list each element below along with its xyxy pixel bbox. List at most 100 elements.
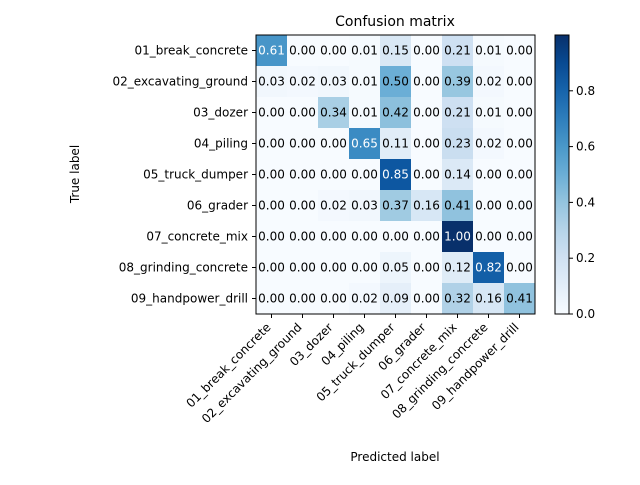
heatmap-cell	[380, 190, 411, 221]
y-tick-label: 02_excavating_ground	[113, 75, 248, 89]
cell-value-label: 0.00	[413, 168, 440, 182]
cell-value-label: 0.00	[289, 137, 316, 151]
colorbar-tick-label: 0.6	[576, 140, 595, 154]
heatmap-cell	[349, 159, 380, 190]
cell-value-label: 0.00	[258, 199, 285, 213]
heatmap-cell	[287, 159, 318, 190]
cell-value-label: 0.00	[506, 230, 533, 244]
cell-value-label: 0.02	[475, 75, 502, 89]
heatmap-cell	[473, 128, 504, 159]
cell-value-label: 0.16	[475, 292, 502, 306]
heatmap-cell	[411, 97, 442, 128]
cell-value-label: 0.21	[444, 106, 471, 120]
heatmap-cell	[349, 97, 380, 128]
heatmap-cell	[349, 252, 380, 283]
x-axis-ticks: 01_break_concrete02_excavating_ground03_…	[183, 314, 522, 426]
cell-value-label: 0.42	[382, 106, 409, 120]
heatmap-cell	[256, 159, 287, 190]
y-tick-label: 06_grader	[187, 199, 248, 213]
y-tick-label: 09_handpower_drill	[131, 292, 248, 306]
cell-value-label: 0.32	[444, 292, 471, 306]
heatmap-cell	[349, 190, 380, 221]
heatmap-cell	[442, 35, 473, 66]
heatmap-cell	[380, 35, 411, 66]
cell-value-label: 0.00	[413, 230, 440, 244]
heatmap-cell	[318, 66, 349, 97]
heatmap-cell	[473, 190, 504, 221]
heatmap-cell	[473, 35, 504, 66]
cell-value-label: 0.00	[506, 168, 533, 182]
cell-value-label: 0.11	[382, 137, 409, 151]
cell-value-label: 0.00	[258, 168, 285, 182]
heatmap-cell	[318, 190, 349, 221]
cell-value-label: 0.00	[258, 230, 285, 244]
cell-value-label: 0.00	[413, 261, 440, 275]
heatmap-cell	[256, 283, 287, 314]
cell-value-label: 0.85	[382, 168, 409, 182]
heatmap-cell	[318, 97, 349, 128]
cell-value-label: 0.00	[506, 75, 533, 89]
heatmap-cell	[256, 190, 287, 221]
cell-value-label: 0.00	[413, 44, 440, 58]
heatmap-cell	[473, 97, 504, 128]
heatmap-cell	[287, 252, 318, 283]
y-tick-label: 01_break_concrete	[134, 44, 248, 58]
cell-value-label: 0.61	[258, 44, 285, 58]
y-tick-label: 03_dozer	[193, 106, 248, 120]
heatmap-cell	[411, 221, 442, 252]
cell-value-label: 0.00	[289, 168, 316, 182]
cell-value-label: 0.00	[289, 292, 316, 306]
cell-value-label: 0.00	[289, 261, 316, 275]
heatmap-cell	[380, 159, 411, 190]
cell-value-label: 0.01	[475, 44, 502, 58]
y-tick-label: 07_concrete_mix	[146, 230, 248, 244]
cell-value-label: 0.03	[351, 199, 378, 213]
cell-value-label: 0.00	[382, 230, 409, 244]
cell-value-label: 0.00	[320, 137, 347, 151]
heatmap-cell	[411, 283, 442, 314]
cell-value-label: 0.02	[289, 75, 316, 89]
cell-value-label: 0.00	[320, 261, 347, 275]
cell-value-label: 0.00	[506, 44, 533, 58]
cell-value-label: 0.00	[289, 106, 316, 120]
heatmap-cell	[380, 97, 411, 128]
cell-value-label: 0.41	[506, 292, 533, 306]
cell-value-label: 0.00	[289, 199, 316, 213]
cell-value-label: 0.21	[444, 44, 471, 58]
y-tick-label: 05_truck_dumper	[143, 168, 248, 182]
cell-value-label: 0.39	[444, 75, 471, 89]
cell-value-label: 0.00	[258, 137, 285, 151]
cell-value-label: 0.12	[444, 261, 471, 275]
cell-value-label: 0.00	[506, 199, 533, 213]
heatmap-cell	[349, 283, 380, 314]
heatmap-cell	[504, 283, 535, 314]
cell-value-label: 0.02	[320, 199, 347, 213]
heatmap-cell	[504, 190, 535, 221]
cell-value-label: 0.00	[258, 261, 285, 275]
heatmap-cell	[318, 221, 349, 252]
cell-value-label: 0.82	[475, 261, 502, 275]
cell-value-label: 0.00	[413, 106, 440, 120]
heatmap-cell	[287, 190, 318, 221]
colorbar-gradient	[554, 34, 570, 315]
cell-value-label: 0.02	[475, 137, 502, 151]
cell-value-label: 0.00	[413, 292, 440, 306]
cell-value-label: 0.00	[289, 230, 316, 244]
heatmap-cell	[442, 190, 473, 221]
heatmap-cell	[442, 97, 473, 128]
cell-value-label: 0.00	[320, 230, 347, 244]
cell-value-label: 0.00	[320, 292, 347, 306]
cell-value-label: 0.01	[475, 106, 502, 120]
cell-value-label: 0.00	[351, 261, 378, 275]
y-axis-ticks: 01_break_concrete 02_excavating_ground 03_…	[113, 44, 256, 306]
cell-value-label: 0.09	[382, 292, 409, 306]
heatmap-cell	[256, 128, 287, 159]
cell-value-label: 0.00	[413, 75, 440, 89]
colorbar-tick-label: 0.2	[576, 251, 595, 265]
heatmap-cell	[256, 66, 287, 97]
heatmap-cell	[411, 252, 442, 283]
cell-value-label: 0.00	[351, 168, 378, 182]
heatmap-cell	[504, 221, 535, 252]
